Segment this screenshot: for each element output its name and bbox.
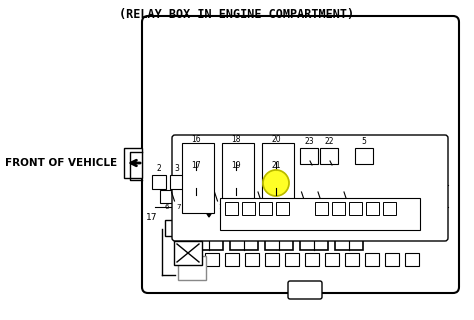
Bar [265,146,287,162]
Text: 7: 7 [176,204,181,210]
Bar [185,253,199,266]
Bar [170,175,184,189]
Text: 3: 3 [174,164,180,173]
Bar [365,253,379,266]
Bar [274,190,287,203]
Bar [366,202,379,215]
Bar [262,143,294,213]
FancyBboxPatch shape [172,135,448,241]
Bar [182,143,214,213]
Text: 16: 16 [191,135,201,144]
Polygon shape [309,209,319,217]
Bar [225,253,239,266]
Polygon shape [204,209,214,217]
Bar [368,223,382,237]
Bar [289,190,302,203]
Bar [345,253,359,266]
Text: 6: 6 [164,204,169,210]
Bar [300,148,318,164]
Bar [174,241,202,265]
Bar [222,143,254,213]
Text: 13: 13 [262,204,271,210]
Bar [216,190,229,203]
Bar [349,202,362,215]
Bar [385,253,399,266]
Text: 17: 17 [146,213,157,222]
Bar [320,148,338,164]
Text: 23: 23 [304,137,314,146]
Text: 14: 14 [276,204,285,210]
FancyBboxPatch shape [142,16,459,293]
Text: 12: 12 [247,204,256,210]
Bar [165,220,181,236]
Polygon shape [274,209,284,217]
Bar [335,215,363,250]
Text: 2: 2 [156,164,161,173]
Bar [303,190,316,203]
Text: 19: 19 [231,161,241,170]
Bar [305,253,319,266]
Text: 21: 21 [271,161,281,170]
Text: 11: 11 [233,204,242,210]
Bar [245,253,259,266]
Bar [245,190,258,203]
Bar [242,202,255,215]
Polygon shape [344,209,354,217]
Text: 5: 5 [362,137,366,146]
Text: 20: 20 [271,135,281,144]
Bar [202,190,215,203]
Bar [172,190,185,203]
Bar [187,190,200,203]
Bar [330,190,343,203]
Bar [300,215,328,250]
Text: 10: 10 [218,204,227,210]
Bar [205,253,219,266]
Bar [355,148,373,164]
Text: 22: 22 [324,137,334,146]
Bar [225,202,238,215]
Bar [325,253,339,266]
Bar [265,172,287,188]
Bar [225,146,247,162]
Text: 15: 15 [291,204,300,210]
Bar [178,256,206,280]
Text: 25: 25 [383,223,394,232]
Bar [152,175,166,189]
Circle shape [263,170,289,196]
Polygon shape [239,209,249,217]
Bar [260,190,273,203]
Bar [124,148,142,178]
FancyBboxPatch shape [288,281,322,299]
Text: 17: 17 [191,161,201,170]
Text: FRONT OF VEHICLE: FRONT OF VEHICLE [5,158,117,168]
Text: 9: 9 [206,204,211,210]
Bar [231,190,244,203]
Text: 4: 4 [334,204,339,210]
Bar [195,215,223,250]
Bar [265,215,293,250]
Bar [259,202,272,215]
Bar [185,172,207,188]
Bar [285,253,299,266]
Bar [383,202,396,215]
Bar [332,202,345,215]
Bar [220,198,420,230]
Text: (RELAY BOX IN ENGINE COMPARTMENT): (RELAY BOX IN ENGINE COMPARTMENT) [119,8,355,21]
Text: 24: 24 [305,204,314,210]
Bar [276,202,289,215]
Text: 18: 18 [231,135,241,144]
Bar [265,253,279,266]
Bar [405,253,419,266]
Bar [225,172,247,188]
Bar [185,146,207,162]
Bar [315,202,328,215]
Text: 8: 8 [191,204,196,210]
Bar [160,190,173,203]
Bar [230,215,258,250]
